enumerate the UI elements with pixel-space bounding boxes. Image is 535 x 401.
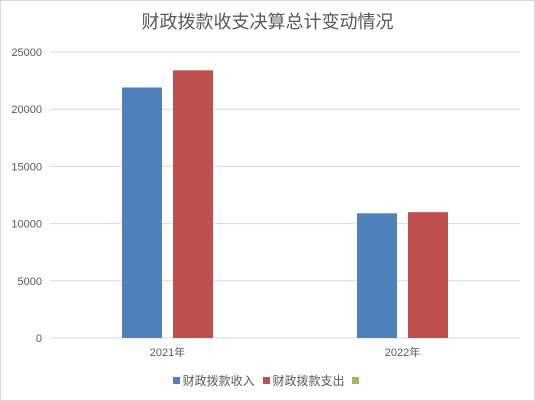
y-tick-label: 5000 (18, 276, 42, 288)
bar (408, 212, 448, 338)
legend-label-income: 财政拨款收入 (182, 374, 255, 388)
x-tick-label: 2022年 (385, 345, 420, 359)
legend-item-income: 财政拨款收入 (172, 372, 255, 389)
legend-item-expense: 财政拨款支出 (262, 372, 345, 389)
y-tick-label: 25000 (11, 47, 42, 59)
chart-title: 财政拨款收支决算总计变动情况 (141, 12, 394, 33)
y-tick-label: 10000 (11, 219, 42, 231)
legend-swatch-expense (262, 377, 270, 384)
chart-legend: 财政拨款收入 财政拨款支出 (0, 372, 535, 389)
y-tick-label: 0 (36, 333, 42, 345)
y-tick-label: 20000 (11, 104, 42, 116)
legend-item-third (352, 374, 362, 388)
legend-swatch-income (172, 377, 180, 384)
y-tick-label: 15000 (11, 161, 42, 173)
legend-label-expense: 财政拨款支出 (272, 374, 345, 388)
x-tick-label: 2021年 (150, 345, 185, 359)
bar (122, 87, 162, 339)
bar (173, 70, 213, 338)
bar (357, 213, 397, 338)
legend-swatch-third (352, 377, 360, 384)
